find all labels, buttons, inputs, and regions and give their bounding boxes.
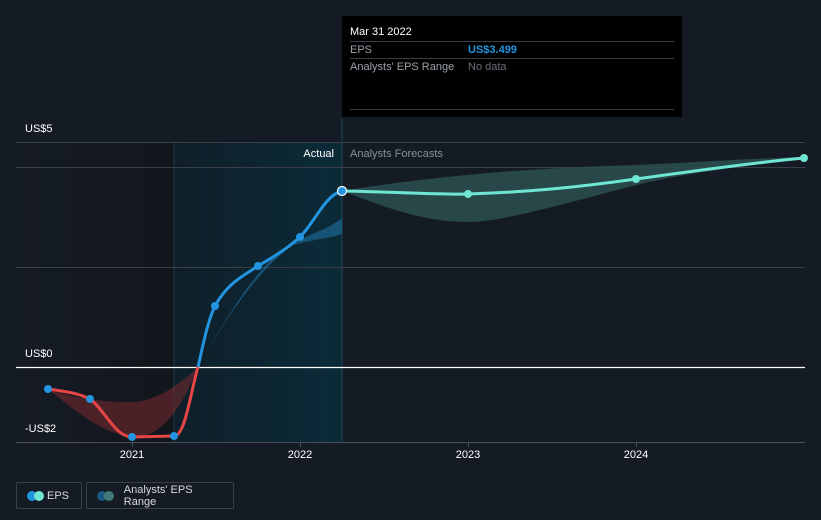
- historic-range-negative: [48, 367, 198, 437]
- y-label-top: US$5: [25, 123, 53, 135]
- actual-zone: [174, 143, 342, 442]
- forecast-label: Analysts Forecasts: [350, 148, 443, 160]
- forecast-points: [464, 154, 808, 198]
- x-label-2024: 2024: [623, 449, 649, 461]
- tooltip-eps-label: EPS: [350, 44, 373, 56]
- historic-range-positive: [198, 218, 342, 367]
- tooltip-range-value: No data: [468, 61, 507, 73]
- eps-line-negative: [47, 366, 200, 439]
- tooltip-range-label: Analysts' EPS Range: [350, 61, 455, 73]
- y-label-bottom: -US$2: [25, 423, 57, 435]
- tooltip-row-range: Analysts' EPS Range No data: [350, 58, 674, 75]
- past-region: [16, 143, 174, 442]
- y-label-zero: US$0: [25, 348, 53, 360]
- x-label-2021: 2021: [119, 449, 145, 461]
- tooltip-eps-value: US$3.499: [468, 44, 517, 56]
- tooltip: Mar 31 2022 EPS US$3.499 Analysts' EPS R…: [342, 16, 682, 117]
- tooltip-date: Mar 31 2022: [350, 26, 412, 38]
- legend-range-label: Analysts' EPS Range: [123, 483, 193, 508]
- x-label-2022: 2022: [287, 449, 313, 461]
- tooltip-row-eps: EPS US$3.499: [350, 41, 674, 58]
- eps-highlight-point[interactable]: [336, 185, 348, 197]
- legend-eps[interactable]: EPS: [16, 482, 82, 509]
- eps-legend-icon: [27, 490, 44, 501]
- eps-forecast-line: [341, 156, 805, 196]
- x-label-2023: 2023: [455, 449, 481, 461]
- eps-points: [44, 233, 304, 441]
- x-ticks: [132, 442, 637, 447]
- legend-eps-range[interactable]: Analysts' EPS Range: [86, 482, 234, 509]
- range-legend-icon: [97, 490, 114, 501]
- legend-eps-label: EPS: [46, 489, 69, 502]
- actual-label: Actual: [303, 148, 334, 160]
